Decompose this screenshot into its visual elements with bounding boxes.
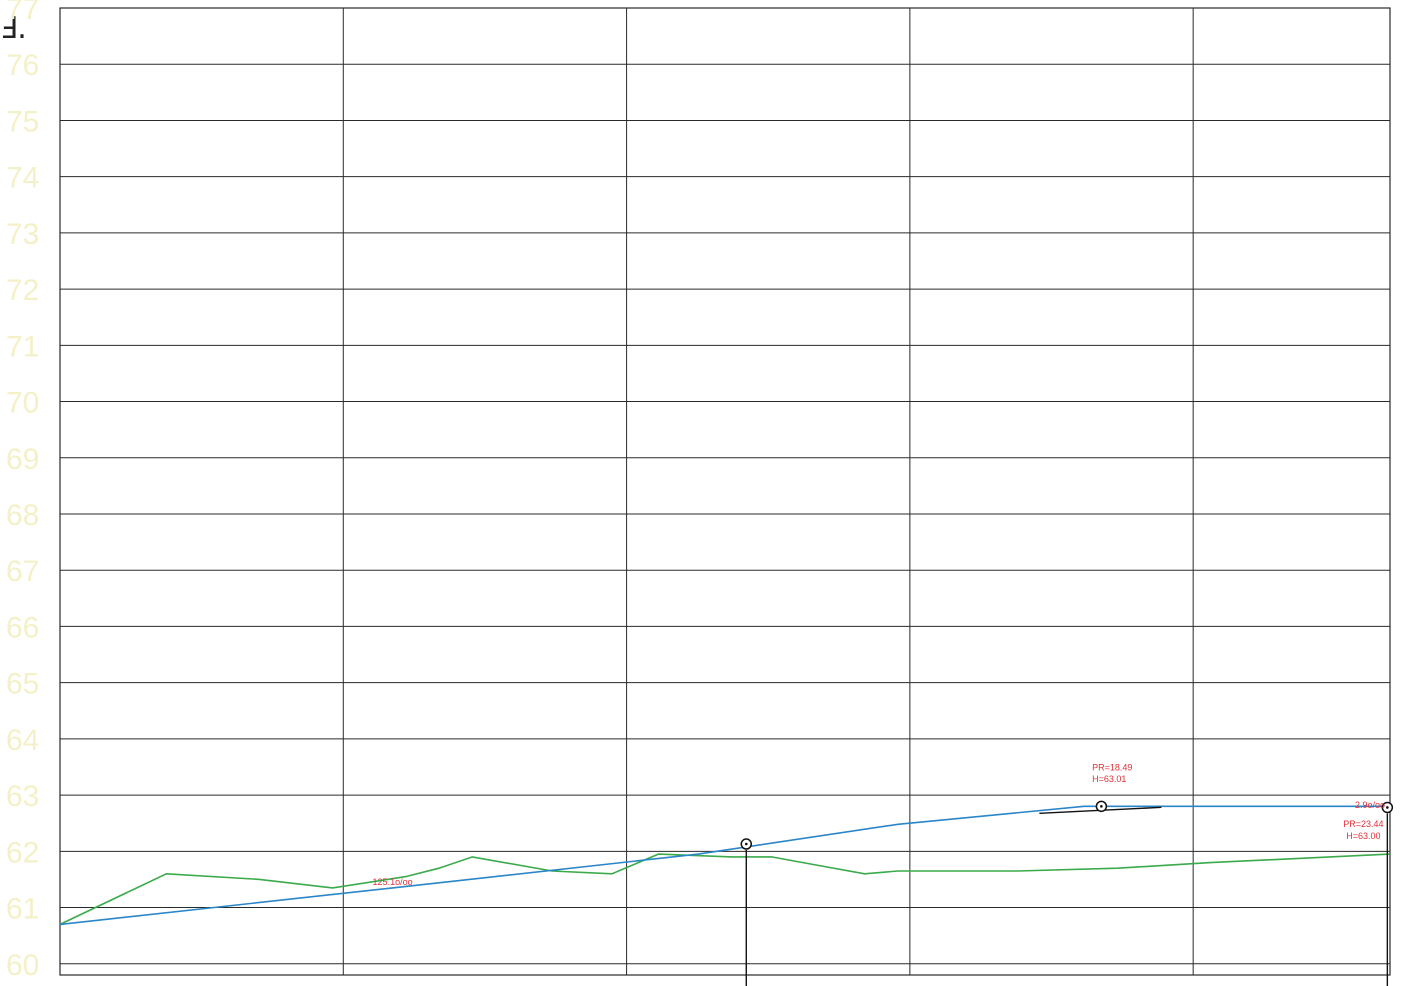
y-tick-label: 74 [6,162,39,195]
series [59,805,1391,926]
y-tick-label: 63 [6,780,39,813]
pvi-middle-dot [1100,805,1103,808]
pvi-right-dot [1386,806,1389,809]
y-tick-label: 60 [6,949,39,982]
grid [59,7,1391,976]
plot-frame [59,7,1391,976]
corner-mark: Ⅎ. [0,11,27,46]
y-tick-label: 62 [6,836,39,869]
annotation-label: PR=23.44 [1343,819,1383,829]
y-tick-label: 68 [6,499,39,532]
series-line-terrain [59,853,1391,926]
y-tick-label: 77 [6,0,39,26]
markers [740,800,1394,986]
series-line-design [59,805,1390,926]
y-tick-label: 64 [6,724,39,757]
y-tick-label: 70 [6,387,39,420]
y-tick-label: 61 [6,893,39,926]
annotation-label: PR=18.49 [1092,762,1132,772]
y-tick-label: 75 [6,105,39,138]
y-tick-labels: 77 76 75 74 73 72 71 70 69 68 67 66 65 64 63 62 61 60 [6,0,39,982]
annotations: 125.1o/oo PR=18.49 H=63.01 2.9o/oo PR=23.44 H… [373,762,1386,887]
y-tick-label: 69 [6,443,39,476]
annotation-label: 2.9o/oo [1355,800,1385,810]
pvi-left-dot [744,842,748,846]
y-tick-label: 66 [6,611,39,644]
annotation-label: H=63.01 [1092,774,1126,784]
annotation-label: 125.1o/oo [373,877,413,887]
y-tick-label: 72 [6,274,39,307]
y-tick-label: 65 [6,668,39,701]
y-tick-label: 71 [6,330,39,363]
y-tick-label: 67 [6,555,39,588]
y-tick-label: 73 [6,218,39,251]
annotation-label: H=63.00 [1346,831,1380,841]
y-tick-label: 76 [6,49,39,82]
